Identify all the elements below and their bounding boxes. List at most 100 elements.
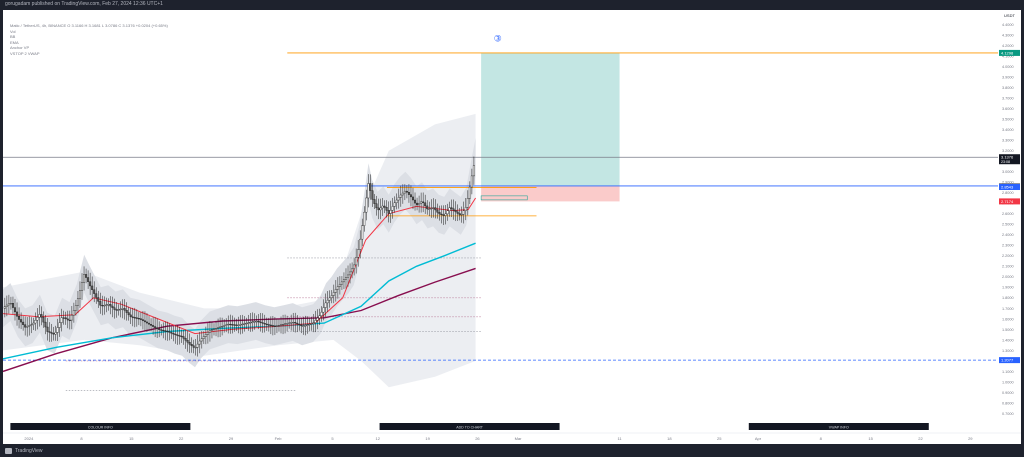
price-chart[interactable]: ③ COLOUR INFO ADD TO CHART VWAP INFO USDT 4.4…	[3, 10, 1021, 444]
candle-body	[411, 196, 414, 201]
candle-body	[87, 277, 90, 282]
price-tick-8: 3.6000	[1002, 107, 1014, 111]
candle-body	[385, 207, 388, 211]
candle-body	[70, 314, 73, 321]
price-label-bg-4	[999, 198, 1020, 205]
candle-body	[36, 317, 39, 321]
candle-body	[334, 289, 337, 293]
candle-body	[312, 322, 315, 324]
tradingview-logo-icon	[5, 448, 12, 454]
candle-body	[284, 323, 287, 325]
order-box	[480, 195, 528, 201]
candle-body	[239, 324, 242, 326]
candle-body	[42, 316, 45, 323]
candle-body	[298, 323, 301, 326]
candle-body	[347, 274, 350, 278]
candle-body	[137, 318, 140, 320]
price-tick-20: 2.4000	[1002, 233, 1014, 237]
candle-body	[280, 324, 283, 326]
candle-body	[231, 324, 234, 326]
candle-body	[324, 302, 327, 308]
candle-body	[359, 238, 362, 250]
candle-body	[40, 314, 43, 318]
candle-body	[308, 323, 311, 326]
candle-body	[263, 323, 266, 325]
candle-body	[237, 324, 240, 326]
candle-body	[448, 207, 451, 211]
candle-body	[470, 175, 473, 188]
candle-body	[158, 328, 161, 330]
candle-body	[344, 277, 347, 280]
price-tick-19: 2.5000	[1002, 223, 1014, 227]
candle-body	[154, 326, 157, 328]
candle-body	[300, 324, 303, 327]
candle-body	[322, 307, 325, 313]
candle-body	[52, 333, 55, 335]
candle-body	[164, 330, 167, 332]
candle-body	[48, 331, 51, 333]
price-tick-24: 2.0000	[1002, 275, 1014, 279]
candle-body	[85, 274, 88, 278]
price-label-bg-0	[999, 49, 1020, 56]
candle-body	[105, 304, 108, 306]
candle-body	[18, 316, 21, 320]
candle-body	[115, 309, 118, 311]
price-tick-14: 3.0000	[1002, 170, 1014, 174]
candle-body	[72, 310, 75, 316]
indicator-vwap[interactable]: VSTOP 2 VWAP	[10, 50, 40, 56]
candle-body	[184, 338, 187, 341]
candle-body	[111, 305, 114, 308]
price-tick-37: 0.7000	[1002, 412, 1014, 416]
candle-body	[466, 198, 469, 208]
candle-body	[127, 312, 130, 316]
price-label-1: 3.1376	[1001, 155, 1014, 160]
price-label-sub-1: 23:08	[1001, 160, 1010, 164]
candle-body	[452, 208, 455, 211]
chart-panel[interactable]: ③ COLOUR INFO ADD TO CHART VWAP INFO USDT 4.4…	[3, 10, 1021, 444]
candle-body	[472, 165, 475, 177]
candle-body	[22, 321, 25, 325]
candle-body	[267, 324, 270, 326]
candle-body	[318, 315, 321, 319]
candle-body	[379, 207, 382, 211]
candle-body	[204, 334, 207, 337]
candle-body	[13, 307, 16, 313]
candle-body	[320, 311, 323, 316]
symbol-info[interactable]: Matic / TetherUS, 4h, BINANCE O 3.1166 H…	[10, 23, 168, 28]
candle-body	[89, 281, 92, 287]
candle-body	[363, 211, 366, 226]
candle-body	[458, 213, 461, 216]
candle-body	[446, 210, 449, 215]
indicator-ema[interactable]: EMA	[10, 39, 19, 45]
price-tick-0: 4.4000	[1002, 23, 1014, 27]
candle-body	[16, 311, 19, 317]
chart-legend: Matic / TetherUS, 4h, BINANCE O 3.1166 H…	[10, 23, 168, 57]
candle-body	[221, 326, 224, 328]
indicator-anchor-vp[interactable]: Anchor VP	[10, 45, 30, 51]
candle-body	[306, 324, 309, 326]
candle-body	[422, 201, 425, 204]
candle-body	[361, 225, 364, 240]
candle-body	[139, 318, 142, 320]
price-tick-1: 4.3000	[1002, 33, 1014, 37]
candle-body	[194, 346, 197, 349]
price-label-3: 2.8543	[1001, 184, 1014, 189]
candle-body	[7, 303, 10, 306]
indicator-box-label-1: ADD TO CHART	[456, 426, 484, 430]
indicator-bb[interactable]: BB	[10, 34, 16, 40]
price-label-4: 2.7174	[1001, 199, 1014, 204]
candle-body	[438, 212, 441, 215]
publish-header: gorugadam published on TradingView.com, …	[0, 0, 1024, 9]
price-tick-36: 0.8000	[1002, 401, 1014, 405]
time-tick-13: 25	[717, 436, 722, 441]
candle-body	[93, 289, 96, 294]
candle-body	[212, 328, 215, 330]
price-tick-3: 4.1000	[1002, 54, 1014, 58]
candle-body	[150, 324, 153, 326]
indicator-volume[interactable]: Vol	[10, 28, 16, 34]
candle-body	[282, 324, 285, 326]
price-tick-27: 1.7000	[1002, 307, 1014, 311]
price-label-bg-5	[999, 357, 1020, 364]
candle-body	[365, 197, 368, 213]
